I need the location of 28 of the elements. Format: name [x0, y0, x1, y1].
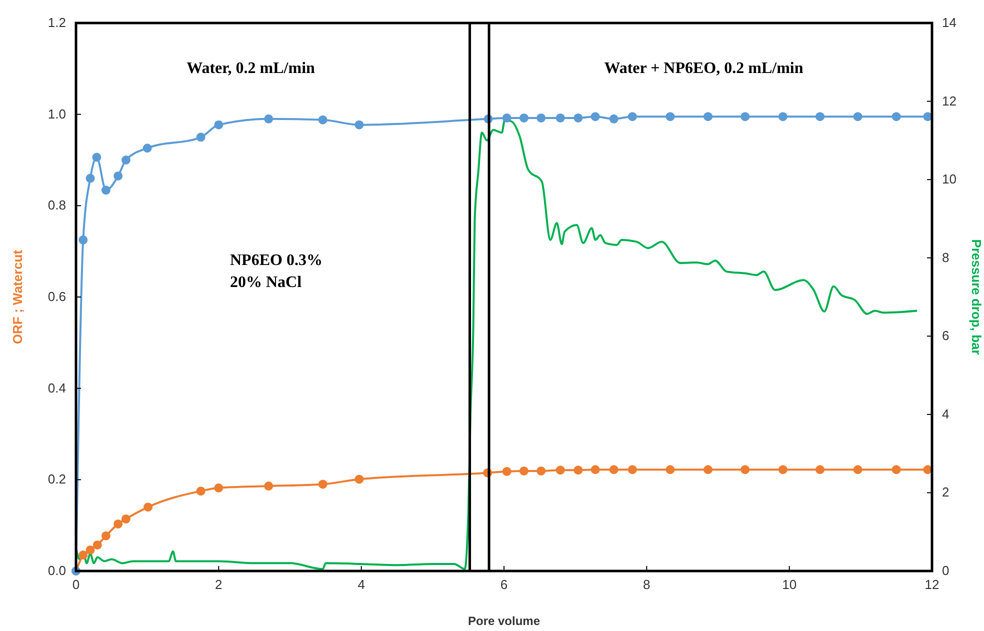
y-tick-label: 1.0	[48, 106, 66, 122]
x-tick-label: 6	[500, 577, 508, 592]
x-tick-label: 8	[643, 577, 650, 592]
y2-tick-label: 6	[942, 328, 950, 344]
y-tick-label: 0.0	[48, 563, 66, 578]
y2-tick-label: 8	[942, 250, 950, 265]
y-tick-label: 0.8	[48, 198, 66, 213]
annotation: NP6EO 0.3% 20% NaCl	[230, 252, 322, 292]
y2-tick-label: 12	[942, 93, 956, 108]
y2-tick-label: 10	[942, 172, 956, 187]
x-axis-title: Pore volume	[468, 614, 540, 628]
x-tick-label: 12	[924, 577, 940, 592]
y-tick-label: 0.2	[48, 472, 66, 487]
y-axis-title: ORF ; Watercut	[10, 249, 25, 344]
x-tick-label: 4	[358, 577, 365, 592]
y2-axis-title: Pressure drop, bar	[969, 239, 984, 355]
y-tick-label: 0.6	[48, 289, 66, 304]
y2-tick-label: 4	[942, 406, 950, 422]
x-tick-label: 0	[72, 577, 80, 592]
x-tick-label: 10	[782, 577, 797, 592]
y2-tick-label: 2	[942, 484, 950, 500]
y-tick-label: 0.4	[48, 380, 66, 396]
annotation: Water + NP6EO, 0.2 mL/min	[604, 60, 804, 78]
y2-tick-label: 14	[942, 15, 956, 30]
x-tick-label: 2	[215, 577, 222, 592]
y-tick-label: 1.2	[48, 15, 66, 30]
y2-tick-label: 0	[942, 563, 950, 578]
annotation: Water, 0.2 mL/min	[186, 60, 316, 78]
